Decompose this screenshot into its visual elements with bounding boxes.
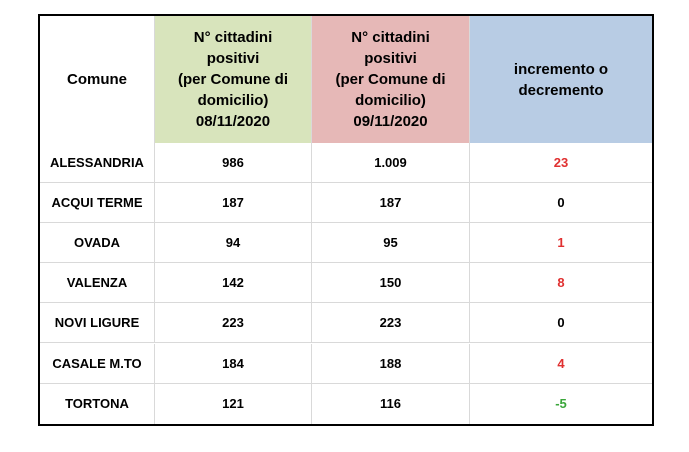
header-line: positivi [364,50,417,67]
table: Comune N° cittadini positivi (per Comune di… [38,14,654,426]
value-cell: 187 [155,183,312,224]
header-cell: N° cittadini positivi (per Comune di domici… [312,16,470,143]
comune-cell: TORTONA [40,383,155,424]
value-cell: 1.009 [312,143,470,184]
value-cell: 0 [470,183,652,224]
comune-cell: VALENZA [40,263,155,304]
comune-cell: NOVI LIGURE [40,303,155,344]
value-cell: 184 [155,343,312,384]
header-line: 09/11/2020 [353,113,428,130]
header-cell: incremento o decremento [470,16,652,143]
header-line: decremento [518,81,604,99]
value-cell: 23 [470,143,652,184]
value-cell: 142 [155,263,312,304]
comune-cell: CASALE M.TO [40,343,155,384]
header-line: positivi [206,50,260,67]
value-cell: -5 [555,396,567,412]
header-cell: N° cittadini positivi (per Comune di domici… [155,16,312,143]
comune-cell: ALESSANDRIA [40,143,155,184]
value-cell: 187 [312,183,470,224]
header-line: 08/11/2020 [195,113,271,130]
header-line: (per Comune di [177,71,288,88]
header-line: incremento o [513,60,609,78]
value-cell: 4 [470,344,652,384]
header-cell: Comune [40,16,155,143]
comune-cell: OVADA [40,223,155,264]
value-cell: 1 [470,223,652,264]
value-cell: 8 [470,263,652,304]
value-cell: 223 [312,303,470,344]
value-cell: 95 [312,223,470,264]
value-cell: 188 [312,343,470,384]
header-line: (per Comune di [335,71,446,88]
value-cell: 116 [312,383,470,424]
header-line: N° cittadini [193,29,273,46]
header-line: domicilio) [355,92,426,109]
header-line: N° cittadini [351,29,430,46]
value-cell: 0 [470,303,652,344]
value-cell: 121 [155,383,312,424]
value-cell: 986 [155,143,312,184]
header-line: domicilio) [197,92,269,109]
value-cell: 94 [155,223,312,264]
comune-cell: ACQUI TERME [40,183,155,224]
value-cell: 223 [155,303,312,344]
value-cell: 150 [312,263,470,304]
header-line: Comune [67,71,127,88]
